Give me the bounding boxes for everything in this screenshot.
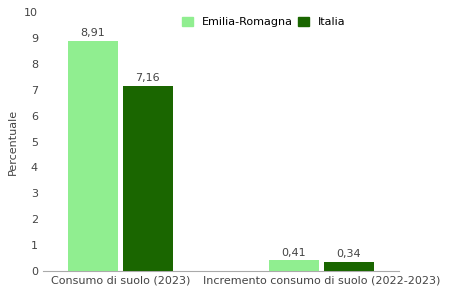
Bar xyxy=(123,86,173,271)
Bar xyxy=(269,260,319,271)
Text: 8,91: 8,91 xyxy=(81,28,105,38)
Text: 7,16: 7,16 xyxy=(135,73,160,83)
Text: 0,34: 0,34 xyxy=(337,249,361,259)
Text: 0,41: 0,41 xyxy=(282,248,306,258)
Bar xyxy=(324,262,374,271)
Y-axis label: Percentuale: Percentuale xyxy=(9,108,18,175)
Bar xyxy=(68,41,118,271)
Legend: Emilia-Romagna, Italia: Emilia-Romagna, Italia xyxy=(177,13,350,32)
